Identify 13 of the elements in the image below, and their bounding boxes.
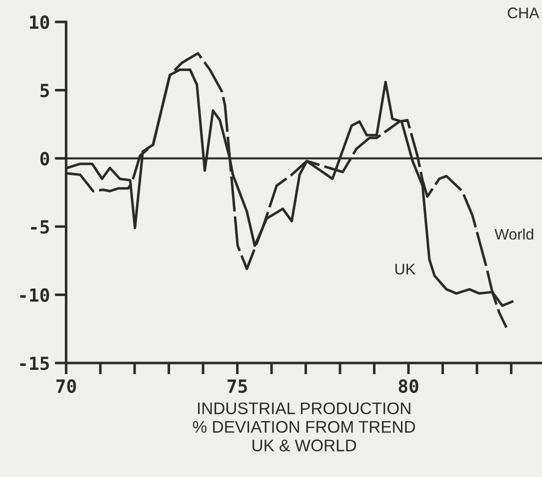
y-tick-label: 5 (40, 84, 49, 98)
text: CHA (508, 8, 540, 18)
series-label: UK (395, 264, 416, 275)
y-tick-label: 0 (40, 152, 50, 166)
y-tick-label: -5 (31, 220, 49, 234)
x-tick-label: 70 (56, 379, 76, 393)
series-label: World (494, 228, 534, 240)
x-axis-title: INDUSTRIAL PRODUCTION % DEVIATION FROM TREND UK & WORLD (192, 402, 416, 452)
y-tick-label: 10 (30, 15, 50, 30)
y-tick-label: -15 (20, 356, 49, 370)
x-tick-label: 75 (228, 380, 247, 393)
x-tick-label: 80 (398, 379, 418, 393)
y-tick-label: -10 (20, 288, 50, 302)
